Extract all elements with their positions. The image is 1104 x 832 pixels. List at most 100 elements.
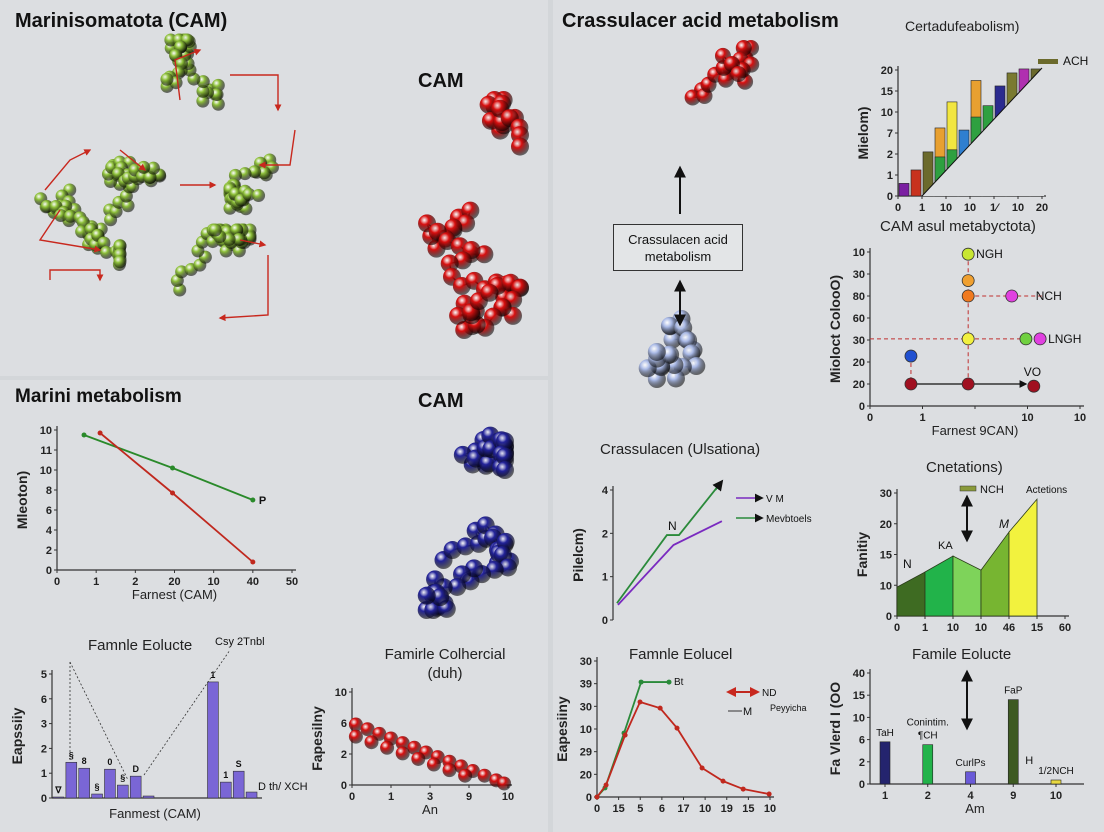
- bar: [922, 744, 934, 785]
- x-tick-label: 1: [93, 576, 99, 588]
- x-tick-label: 1⁄: [990, 202, 1000, 214]
- atom: [499, 558, 518, 577]
- bar-label: 1: [223, 770, 228, 780]
- atom: [232, 232, 246, 246]
- data-point: [458, 768, 473, 783]
- x-tick-label: 0: [54, 576, 60, 588]
- atom: [426, 570, 445, 589]
- data-point: [380, 740, 395, 755]
- atom: [666, 369, 685, 388]
- legend-label: Peyyicha: [770, 703, 807, 713]
- data-point: [97, 430, 103, 436]
- x-tick-label: 1: [882, 790, 888, 802]
- y-tick-label: 40: [853, 668, 865, 680]
- atom: [496, 461, 514, 480]
- legend-label: V M: [766, 494, 784, 505]
- red-arrow-icon: [258, 129, 296, 169]
- bar-label: §: [69, 750, 74, 760]
- atom: [137, 160, 151, 174]
- green-molecule-chain: [34, 183, 127, 272]
- x-tick-label: 15: [742, 803, 754, 815]
- center-label-box: Crassulacen acid metabolism: [613, 224, 743, 271]
- series-label: P: [259, 495, 266, 507]
- atom: [238, 167, 252, 181]
- y-tick-label: 6: [46, 505, 52, 517]
- bar-label: S: [236, 759, 242, 769]
- bar: [104, 768, 116, 799]
- data-point: [442, 763, 457, 778]
- bar: [65, 761, 78, 799]
- red-arrow-icon: [174, 48, 202, 101]
- x-axis-label: Farnest 9CAN): [932, 423, 1019, 438]
- bar-label: 1/2NCH: [1038, 766, 1074, 777]
- blue-molecule: [453, 426, 514, 480]
- chart-title-c8: Cnetations): [926, 459, 1003, 476]
- red-arrow-icon: [44, 149, 92, 191]
- red-arrow-icon: [239, 239, 267, 248]
- y-tick-label: 6: [859, 735, 865, 747]
- y-axis-label: Mioloct ColooO): [827, 275, 843, 383]
- x-tick-label: 10: [764, 803, 776, 815]
- chart-title-c4: Famnle Eolucte: [88, 637, 193, 654]
- data-point: [637, 699, 643, 705]
- arrow-icon: [712, 479, 724, 492]
- x-tick-label: 10: [502, 791, 514, 803]
- chart-c8: 0 10 15 20 30 0 1 10 10 46 15 60 Fanitiy N KA M NCH Actet…: [854, 484, 1071, 634]
- bar-label: CurlPs: [955, 758, 985, 769]
- y-tick-label: 2: [41, 743, 47, 755]
- y-tick-label: 4: [602, 485, 609, 497]
- x-tick-label: 1: [919, 202, 925, 214]
- bar-label: 0: [107, 757, 112, 767]
- x-tick-label: 2: [925, 790, 931, 802]
- y-tick-label: 10: [40, 465, 52, 477]
- atom: [113, 255, 127, 269]
- bar-label: ∇: [54, 785, 62, 795]
- x-tick-label: 10: [1012, 202, 1024, 214]
- y-tick-label: 15: [880, 550, 892, 562]
- data-point: [1027, 379, 1041, 393]
- atom: [242, 187, 256, 201]
- bar-label: H: [1025, 755, 1033, 767]
- atom: [687, 357, 706, 376]
- x-axis-label: Farnest (CAM): [132, 587, 217, 602]
- atom: [417, 586, 436, 605]
- y-tick-label: 0: [46, 565, 52, 577]
- legend-label: Actetions: [1026, 485, 1067, 496]
- x-tick-label: 0: [895, 202, 901, 214]
- bar-label: ¶CH: [918, 731, 938, 742]
- y-tick-label: 1: [41, 768, 47, 780]
- red-arrow-icon: [218, 255, 269, 322]
- y-tick-label: 60: [853, 313, 865, 325]
- atom: [160, 72, 174, 86]
- chart-c7: 0 20 29 10 30 39 30 0 15 5 6 17 10 19 15 10 Eapesiiny Bt N…: [554, 656, 807, 815]
- bar: [129, 775, 142, 799]
- data-point: [622, 732, 628, 738]
- bar-label: 8: [82, 756, 87, 766]
- y-tick-label: 29: [580, 747, 592, 759]
- atom: [431, 588, 450, 607]
- atom: [257, 166, 271, 180]
- red-arrow-icon: [230, 74, 282, 112]
- y-tick-label: 20: [880, 519, 892, 531]
- area-segment: [1008, 498, 1038, 617]
- y-tick-label: 20: [881, 65, 893, 77]
- legend-label: M: [743, 706, 752, 718]
- red-arrow-icon: [119, 149, 147, 171]
- atom: [684, 89, 701, 106]
- x-tick-label: 4: [967, 790, 974, 802]
- y-tick-label: 6: [41, 694, 47, 706]
- data-point: [766, 791, 772, 797]
- y-tick-label: 0: [602, 615, 608, 627]
- chart-title-c5: Famirle Colhercial (duh): [384, 646, 506, 682]
- atom: [54, 208, 68, 222]
- y-tick-label: 4: [46, 525, 53, 537]
- data-point: [699, 765, 705, 771]
- y-axis-label: Eapssiiy: [9, 707, 25, 764]
- dashed-guide: [143, 649, 231, 776]
- y-tick-label: 2: [341, 749, 347, 761]
- y-axis-label: Mielom): [855, 107, 871, 160]
- y-tick-label: 0: [886, 611, 892, 623]
- bar: [78, 767, 90, 799]
- data-point: [594, 794, 600, 800]
